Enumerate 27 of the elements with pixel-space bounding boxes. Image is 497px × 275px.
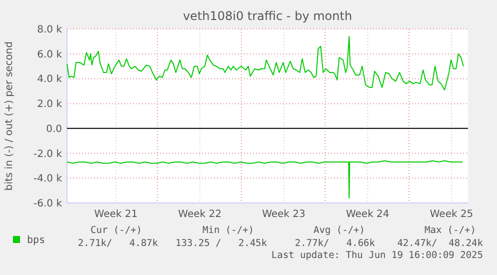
line-series: [66, 160, 464, 199]
text: 42.47k/ 48.24k: [397, 238, 484, 249]
y-tick-label: 8.0 k: [37, 24, 62, 36]
text: 2.71k/ 4.87k: [78, 238, 158, 249]
text: Avg (-/+): [314, 225, 365, 236]
y-tick-label: -4.0 k: [34, 174, 62, 185]
text: Cur (-/+): [90, 225, 142, 236]
x-tick-label: Week 22: [178, 209, 222, 220]
y-tick-label: 4.0 k: [37, 74, 62, 86]
y-axis-title: bits in (-) / out (+) per second: [4, 41, 15, 191]
x-tick-label: Week 23: [262, 209, 306, 220]
y-tick-label: 6.0 k: [37, 49, 62, 60]
text: 133.25 / 2.45k: [175, 238, 268, 249]
line-series: [66, 36, 464, 90]
text: Max (-/+): [424, 225, 476, 236]
text: 2.77k/ 4.66k: [294, 238, 376, 249]
text: Min (-/+): [202, 225, 254, 236]
text: Last update: Thu Jun 19 16:00:09 2025: [271, 250, 483, 261]
x-tick-label: Week 21: [94, 209, 138, 220]
y-tick-label: -6.0 k: [34, 198, 62, 210]
x-tick-label: Week 24: [346, 209, 390, 220]
x-tick-label: Week 25: [430, 209, 474, 220]
y-tick-label: 0.0: [46, 124, 62, 135]
y-tick-label: -2.0 k: [34, 148, 62, 160]
y-tick-label: 2.0 k: [37, 99, 62, 110]
chart-title: veth108i0 traffic - by month: [182, 9, 352, 23]
legend-label: bps: [27, 235, 46, 246]
